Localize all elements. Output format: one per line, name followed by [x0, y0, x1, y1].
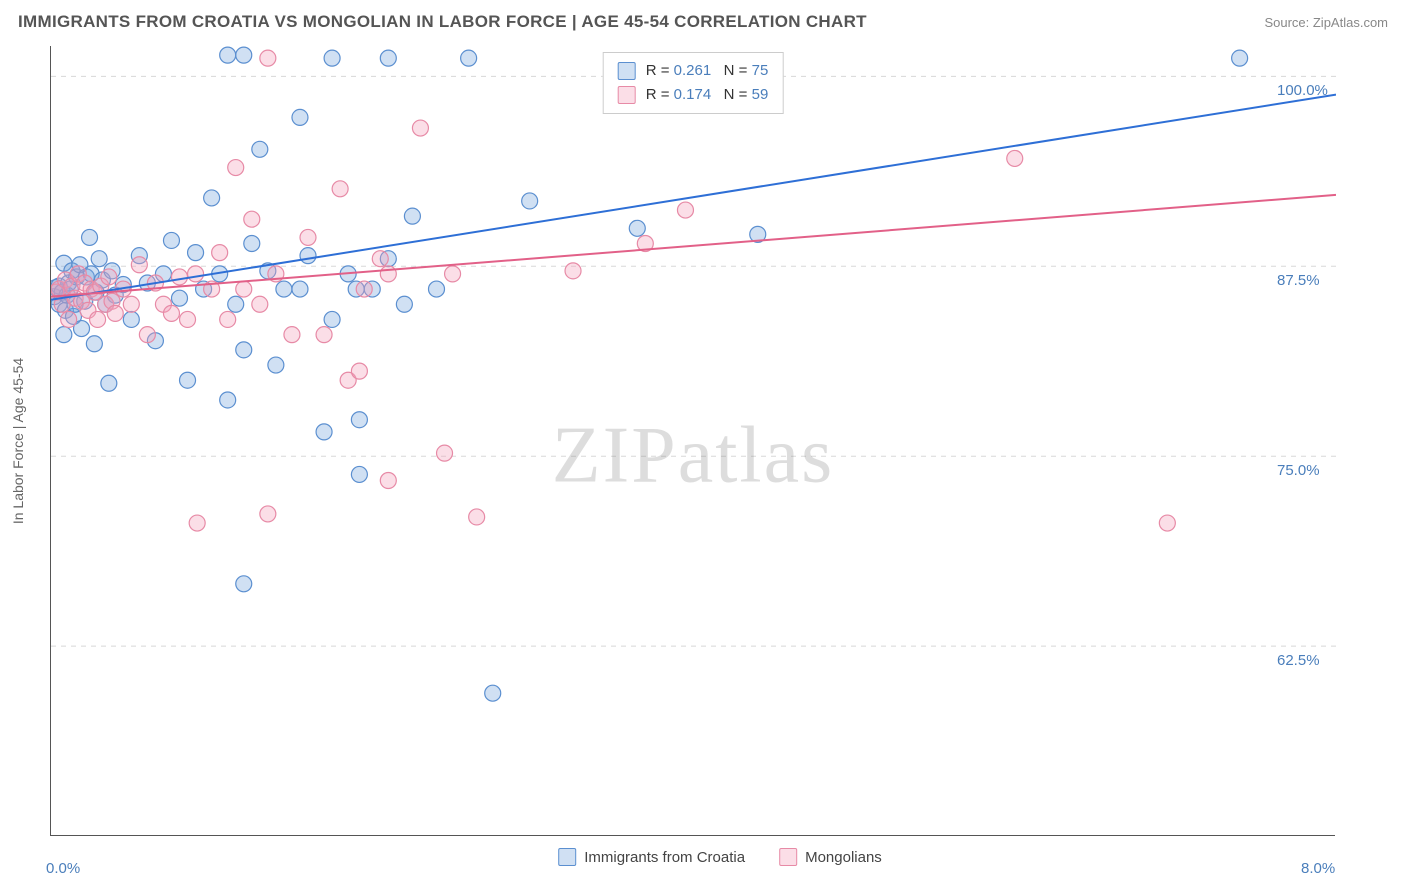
series-legend: Immigrants from Croatia Mongolians — [558, 848, 882, 866]
x-tick-label: 8.0% — [1301, 860, 1335, 877]
y-axis-label: In Labor Force | Age 45-54 — [10, 358, 26, 524]
stats-text: R = 0.261 N = 75 — [646, 59, 769, 83]
legend-swatch — [558, 848, 576, 866]
source-attribution: Source: ZipAtlas.com — [1264, 15, 1388, 30]
series-swatch — [618, 62, 636, 80]
legend-item: Mongolians — [779, 848, 882, 866]
y-tick-label: 100.0% — [1277, 82, 1328, 99]
y-tick-label: 62.5% — [1277, 652, 1320, 669]
plot-area: ZIPatlas R = 0.261 N = 75R = 0.174 N = 5… — [50, 46, 1335, 836]
y-tick-label: 87.5% — [1277, 272, 1320, 289]
chart-title: IMMIGRANTS FROM CROATIA VS MONGOLIAN IN … — [18, 12, 867, 32]
scatter-plot-svg — [51, 46, 1336, 836]
legend-label: Mongolians — [805, 849, 882, 866]
stats-row: R = 0.261 N = 75 — [618, 59, 769, 83]
legend-item: Immigrants from Croatia — [558, 848, 745, 866]
stats-row: R = 0.174 N = 59 — [618, 83, 769, 107]
correlation-stats-box: R = 0.261 N = 75R = 0.174 N = 59 — [603, 52, 784, 114]
y-tick-label: 75.0% — [1277, 462, 1320, 479]
legend-swatch — [779, 848, 797, 866]
stats-text: R = 0.174 N = 59 — [646, 83, 769, 107]
series-swatch — [618, 86, 636, 104]
chart-container: In Labor Force | Age 45-54 ZIPatlas R = … — [50, 46, 1390, 836]
legend-label: Immigrants from Croatia — [584, 849, 745, 866]
x-tick-label: 0.0% — [46, 860, 80, 877]
